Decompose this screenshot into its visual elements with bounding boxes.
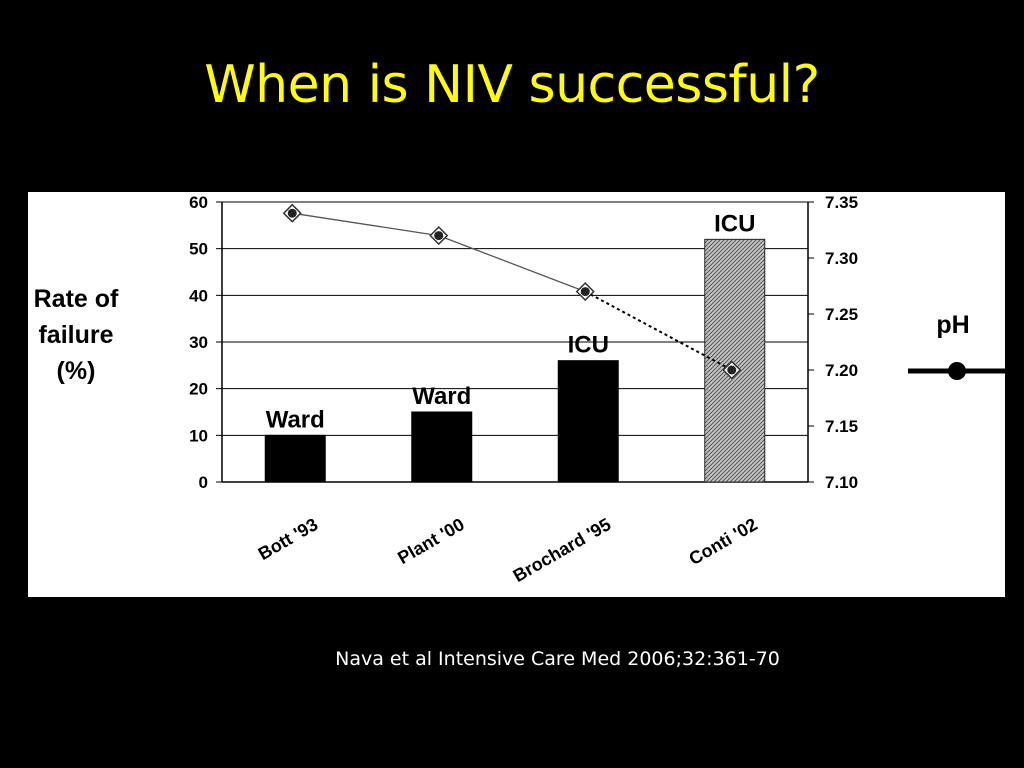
category-label: Bott '93 bbox=[255, 514, 322, 564]
ph-line-segment bbox=[584, 290, 733, 371]
y-axis-title-line: failure bbox=[38, 321, 113, 349]
left-tick-label: 30 bbox=[189, 333, 208, 352]
ph-line-segment bbox=[438, 234, 586, 293]
y2-axis-title: pH bbox=[936, 311, 969, 339]
right-tick-label: 7.15 bbox=[825, 417, 858, 436]
left-tick-label: 60 bbox=[189, 193, 208, 212]
category-label: Brochard '95 bbox=[510, 514, 615, 586]
failure-bar bbox=[411, 411, 473, 483]
failure-bar bbox=[264, 434, 326, 483]
right-tick-label: 7.20 bbox=[825, 361, 858, 380]
right-tick-label: 7.35 bbox=[825, 193, 858, 212]
ph-point-core bbox=[287, 208, 297, 218]
ph-point-core bbox=[580, 287, 590, 297]
right-tick-label: 7.30 bbox=[825, 249, 858, 268]
bar-setting-label: ICU bbox=[714, 210, 755, 237]
ph-legend-marker bbox=[948, 362, 966, 380]
left-tick-label: 50 bbox=[189, 240, 208, 259]
left-tick-label: 0 bbox=[199, 473, 208, 492]
ph-line bbox=[282, 203, 742, 380]
category-label: Plant '00 bbox=[394, 514, 467, 568]
chart-svg: 0 10 20 30 40 50 60 7.10 7.15 7.20 7.25 7.30 7.35 War… bbox=[34, 193, 1005, 586]
ph-point-core bbox=[727, 365, 737, 375]
chart-text: 0 10 20 30 40 50 60 7.10 7.15 7.20 7.25 7.30 7.35 War… bbox=[34, 193, 1005, 586]
bar-setting-label: ICU bbox=[568, 332, 609, 359]
chart-panel: 0 10 20 30 40 50 60 7.10 7.15 7.20 7.25 7.30 7.35 War… bbox=[28, 192, 1005, 597]
ph-point-core bbox=[434, 231, 444, 241]
right-tick-label: 7.25 bbox=[825, 305, 858, 324]
left-tick-label: 10 bbox=[189, 426, 208, 445]
left-tick-label: 40 bbox=[189, 286, 208, 305]
bar-setting-label: Ward bbox=[266, 406, 325, 433]
bars bbox=[264, 238, 766, 483]
slide-title: When is NIV successful? bbox=[204, 55, 820, 115]
citation: Nava et al Intensive Care Med 2006;32:36… bbox=[335, 648, 780, 670]
y-axis-title-line: Rate of bbox=[34, 285, 119, 313]
bar-setting-label: Ward bbox=[412, 383, 471, 410]
failure-bar bbox=[557, 360, 619, 483]
right-tick-label: 7.10 bbox=[825, 473, 858, 492]
y-axis-title-line: (%) bbox=[57, 357, 96, 385]
left-tick-label: 20 bbox=[189, 380, 208, 399]
category-label: Conti '02 bbox=[686, 514, 761, 569]
ph-line-segment bbox=[292, 212, 439, 237]
